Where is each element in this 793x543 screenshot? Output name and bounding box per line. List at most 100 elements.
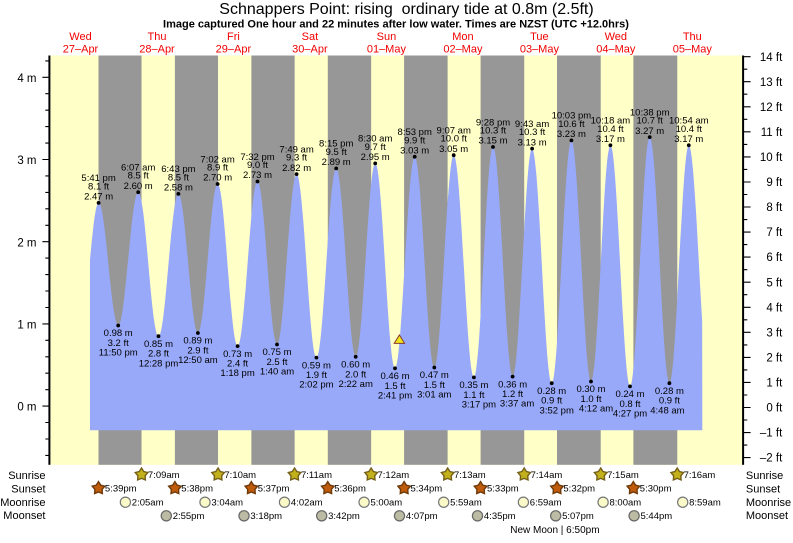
svg-text:6:59am: 6:59am bbox=[530, 498, 562, 509]
svg-text:1 ft: 1 ft bbox=[766, 378, 783, 390]
svg-text:2.89 m: 2.89 m bbox=[322, 157, 351, 168]
svg-text:8 ft: 8 ft bbox=[766, 202, 783, 214]
svg-text:3.03 m: 3.03 m bbox=[400, 146, 429, 157]
svg-text:3 ft: 3 ft bbox=[766, 327, 783, 339]
svg-text:4:12 am: 4:12 am bbox=[579, 404, 613, 415]
svg-text:Moonrise: Moonrise bbox=[0, 497, 45, 509]
svg-text:2.5 ft: 2.5 ft bbox=[266, 357, 287, 368]
svg-text:0.36 m: 0.36 m bbox=[498, 379, 527, 390]
svg-text:7:15am: 7:15am bbox=[607, 470, 639, 481]
svg-text:2.82 m: 2.82 m bbox=[282, 163, 311, 174]
svg-text:10.4 ft: 10.4 ft bbox=[676, 124, 703, 135]
svg-text:1.2 ft: 1.2 ft bbox=[502, 389, 523, 400]
svg-text:2.73 m: 2.73 m bbox=[243, 170, 272, 181]
svg-text:0.73 m: 0.73 m bbox=[223, 349, 252, 360]
svg-text:0 ft: 0 ft bbox=[766, 403, 783, 415]
svg-text:5:36pm: 5:36pm bbox=[334, 484, 366, 495]
svg-text:5:59am: 5:59am bbox=[450, 498, 482, 509]
svg-text:0.85 m: 0.85 m bbox=[144, 339, 173, 350]
svg-text:14 ft: 14 ft bbox=[760, 52, 783, 64]
svg-text:3.05 m: 3.05 m bbox=[439, 144, 468, 155]
svg-text:–2 ft: –2 ft bbox=[760, 453, 783, 465]
svg-text:8:53 pm: 8:53 pm bbox=[398, 127, 432, 138]
svg-text:0.60 m: 0.60 m bbox=[341, 360, 370, 371]
svg-text:Wed: Wed bbox=[69, 31, 91, 43]
svg-text:New Moon | 6:50pm: New Moon | 6:50pm bbox=[510, 525, 599, 536]
svg-text:Wed: Wed bbox=[605, 31, 627, 43]
svg-text:Moonset: Moonset bbox=[746, 510, 788, 522]
svg-text:2 m: 2 m bbox=[17, 237, 36, 249]
svg-text:Mon: Mon bbox=[452, 31, 473, 43]
svg-text:5:33pm: 5:33pm bbox=[487, 484, 519, 495]
svg-text:3:04am: 3:04am bbox=[211, 498, 243, 509]
svg-text:9:07 am: 9:07 am bbox=[437, 126, 471, 137]
svg-text:3:17 pm: 3:17 pm bbox=[462, 400, 496, 411]
svg-text:3.17 m: 3.17 m bbox=[674, 134, 703, 145]
svg-text:10.3 ft: 10.3 ft bbox=[480, 126, 507, 137]
svg-text:6 ft: 6 ft bbox=[766, 252, 783, 264]
svg-text:5 ft: 5 ft bbox=[766, 277, 783, 289]
svg-text:4 ft: 4 ft bbox=[766, 302, 783, 314]
svg-text:Schnappers Point: rising ordi: Schnappers Point: rising ordinary tide a… bbox=[219, 1, 593, 18]
svg-text:10.3 ft: 10.3 ft bbox=[519, 127, 546, 138]
svg-text:4:02am: 4:02am bbox=[291, 498, 323, 509]
svg-text:Sunset: Sunset bbox=[746, 483, 780, 495]
svg-text:2.47 m: 2.47 m bbox=[84, 192, 113, 203]
svg-text:2.9 ft: 2.9 ft bbox=[187, 346, 208, 357]
svg-text:12:28 pm: 12:28 pm bbox=[139, 358, 179, 369]
svg-text:8:30 am: 8:30 am bbox=[358, 134, 392, 145]
svg-text:3:37 am: 3:37 am bbox=[500, 399, 534, 410]
svg-text:3:01 am: 3:01 am bbox=[417, 390, 451, 401]
svg-text:03–May: 03–May bbox=[520, 44, 560, 56]
svg-text:Thu: Thu bbox=[148, 31, 167, 43]
svg-text:4:07pm: 4:07pm bbox=[406, 511, 438, 522]
svg-text:7:09am: 7:09am bbox=[148, 470, 180, 481]
svg-text:3:18pm: 3:18pm bbox=[250, 511, 282, 522]
svg-text:Sat: Sat bbox=[302, 31, 319, 43]
svg-text:1.0 ft: 1.0 ft bbox=[580, 394, 601, 405]
svg-text:8:15 pm: 8:15 pm bbox=[319, 139, 353, 150]
svg-text:5:41 pm: 5:41 pm bbox=[81, 173, 115, 184]
svg-text:9.9 ft: 9.9 ft bbox=[404, 135, 425, 146]
svg-text:1:40 am: 1:40 am bbox=[260, 367, 294, 378]
svg-text:Tue: Tue bbox=[530, 31, 549, 43]
svg-text:7:12am: 7:12am bbox=[378, 470, 410, 481]
svg-text:2:22 am: 2:22 am bbox=[339, 379, 373, 390]
svg-text:5:32pm: 5:32pm bbox=[563, 484, 595, 495]
svg-text:0.9 ft: 0.9 ft bbox=[541, 396, 562, 407]
svg-text:5:07pm: 5:07pm bbox=[562, 511, 594, 522]
svg-text:11:50 pm: 11:50 pm bbox=[99, 348, 138, 359]
svg-text:0.8 ft: 0.8 ft bbox=[619, 399, 640, 410]
svg-text:4:27 pm: 4:27 pm bbox=[613, 409, 647, 420]
svg-text:8:59am: 8:59am bbox=[689, 498, 721, 509]
svg-text:8.9 ft: 8.9 ft bbox=[207, 163, 228, 174]
svg-text:2.58 m: 2.58 m bbox=[164, 183, 193, 194]
svg-text:6:43 pm: 6:43 pm bbox=[161, 164, 195, 175]
svg-text:0.98 m: 0.98 m bbox=[104, 328, 133, 339]
svg-text:8:00am: 8:00am bbox=[610, 498, 642, 509]
svg-text:–1 ft: –1 ft bbox=[760, 428, 783, 440]
svg-text:1:18 pm: 1:18 pm bbox=[220, 368, 254, 379]
svg-text:0.28 m: 0.28 m bbox=[655, 386, 684, 397]
svg-text:11 ft: 11 ft bbox=[761, 127, 783, 139]
svg-text:9.7 ft: 9.7 ft bbox=[365, 142, 386, 153]
svg-text:9.5 ft: 9.5 ft bbox=[326, 147, 347, 158]
svg-text:Thu: Thu bbox=[683, 31, 702, 43]
svg-text:9 ft: 9 ft bbox=[766, 177, 783, 189]
svg-text:2:55pm: 2:55pm bbox=[173, 511, 205, 522]
svg-text:12 ft: 12 ft bbox=[760, 102, 783, 114]
svg-text:3.2 ft: 3.2 ft bbox=[108, 338, 129, 349]
svg-text:10:03 pm: 10:03 pm bbox=[552, 111, 592, 122]
svg-text:6:07 am: 6:07 am bbox=[121, 163, 155, 174]
svg-text:30–Apr: 30–Apr bbox=[292, 44, 328, 56]
svg-text:9:43 am: 9:43 am bbox=[515, 119, 549, 130]
svg-text:Moonrise: Moonrise bbox=[746, 497, 791, 509]
svg-text:Sunrise: Sunrise bbox=[8, 470, 45, 482]
svg-text:7:13am: 7:13am bbox=[454, 470, 486, 481]
svg-text:0.9 ft: 0.9 ft bbox=[659, 396, 680, 407]
svg-text:0.89 m: 0.89 m bbox=[183, 336, 212, 347]
svg-text:12:50 am: 12:50 am bbox=[178, 355, 218, 366]
svg-text:10:54 am: 10:54 am bbox=[669, 116, 709, 127]
svg-text:10 ft: 10 ft bbox=[760, 152, 783, 164]
svg-text:0.30 m: 0.30 m bbox=[576, 384, 605, 395]
